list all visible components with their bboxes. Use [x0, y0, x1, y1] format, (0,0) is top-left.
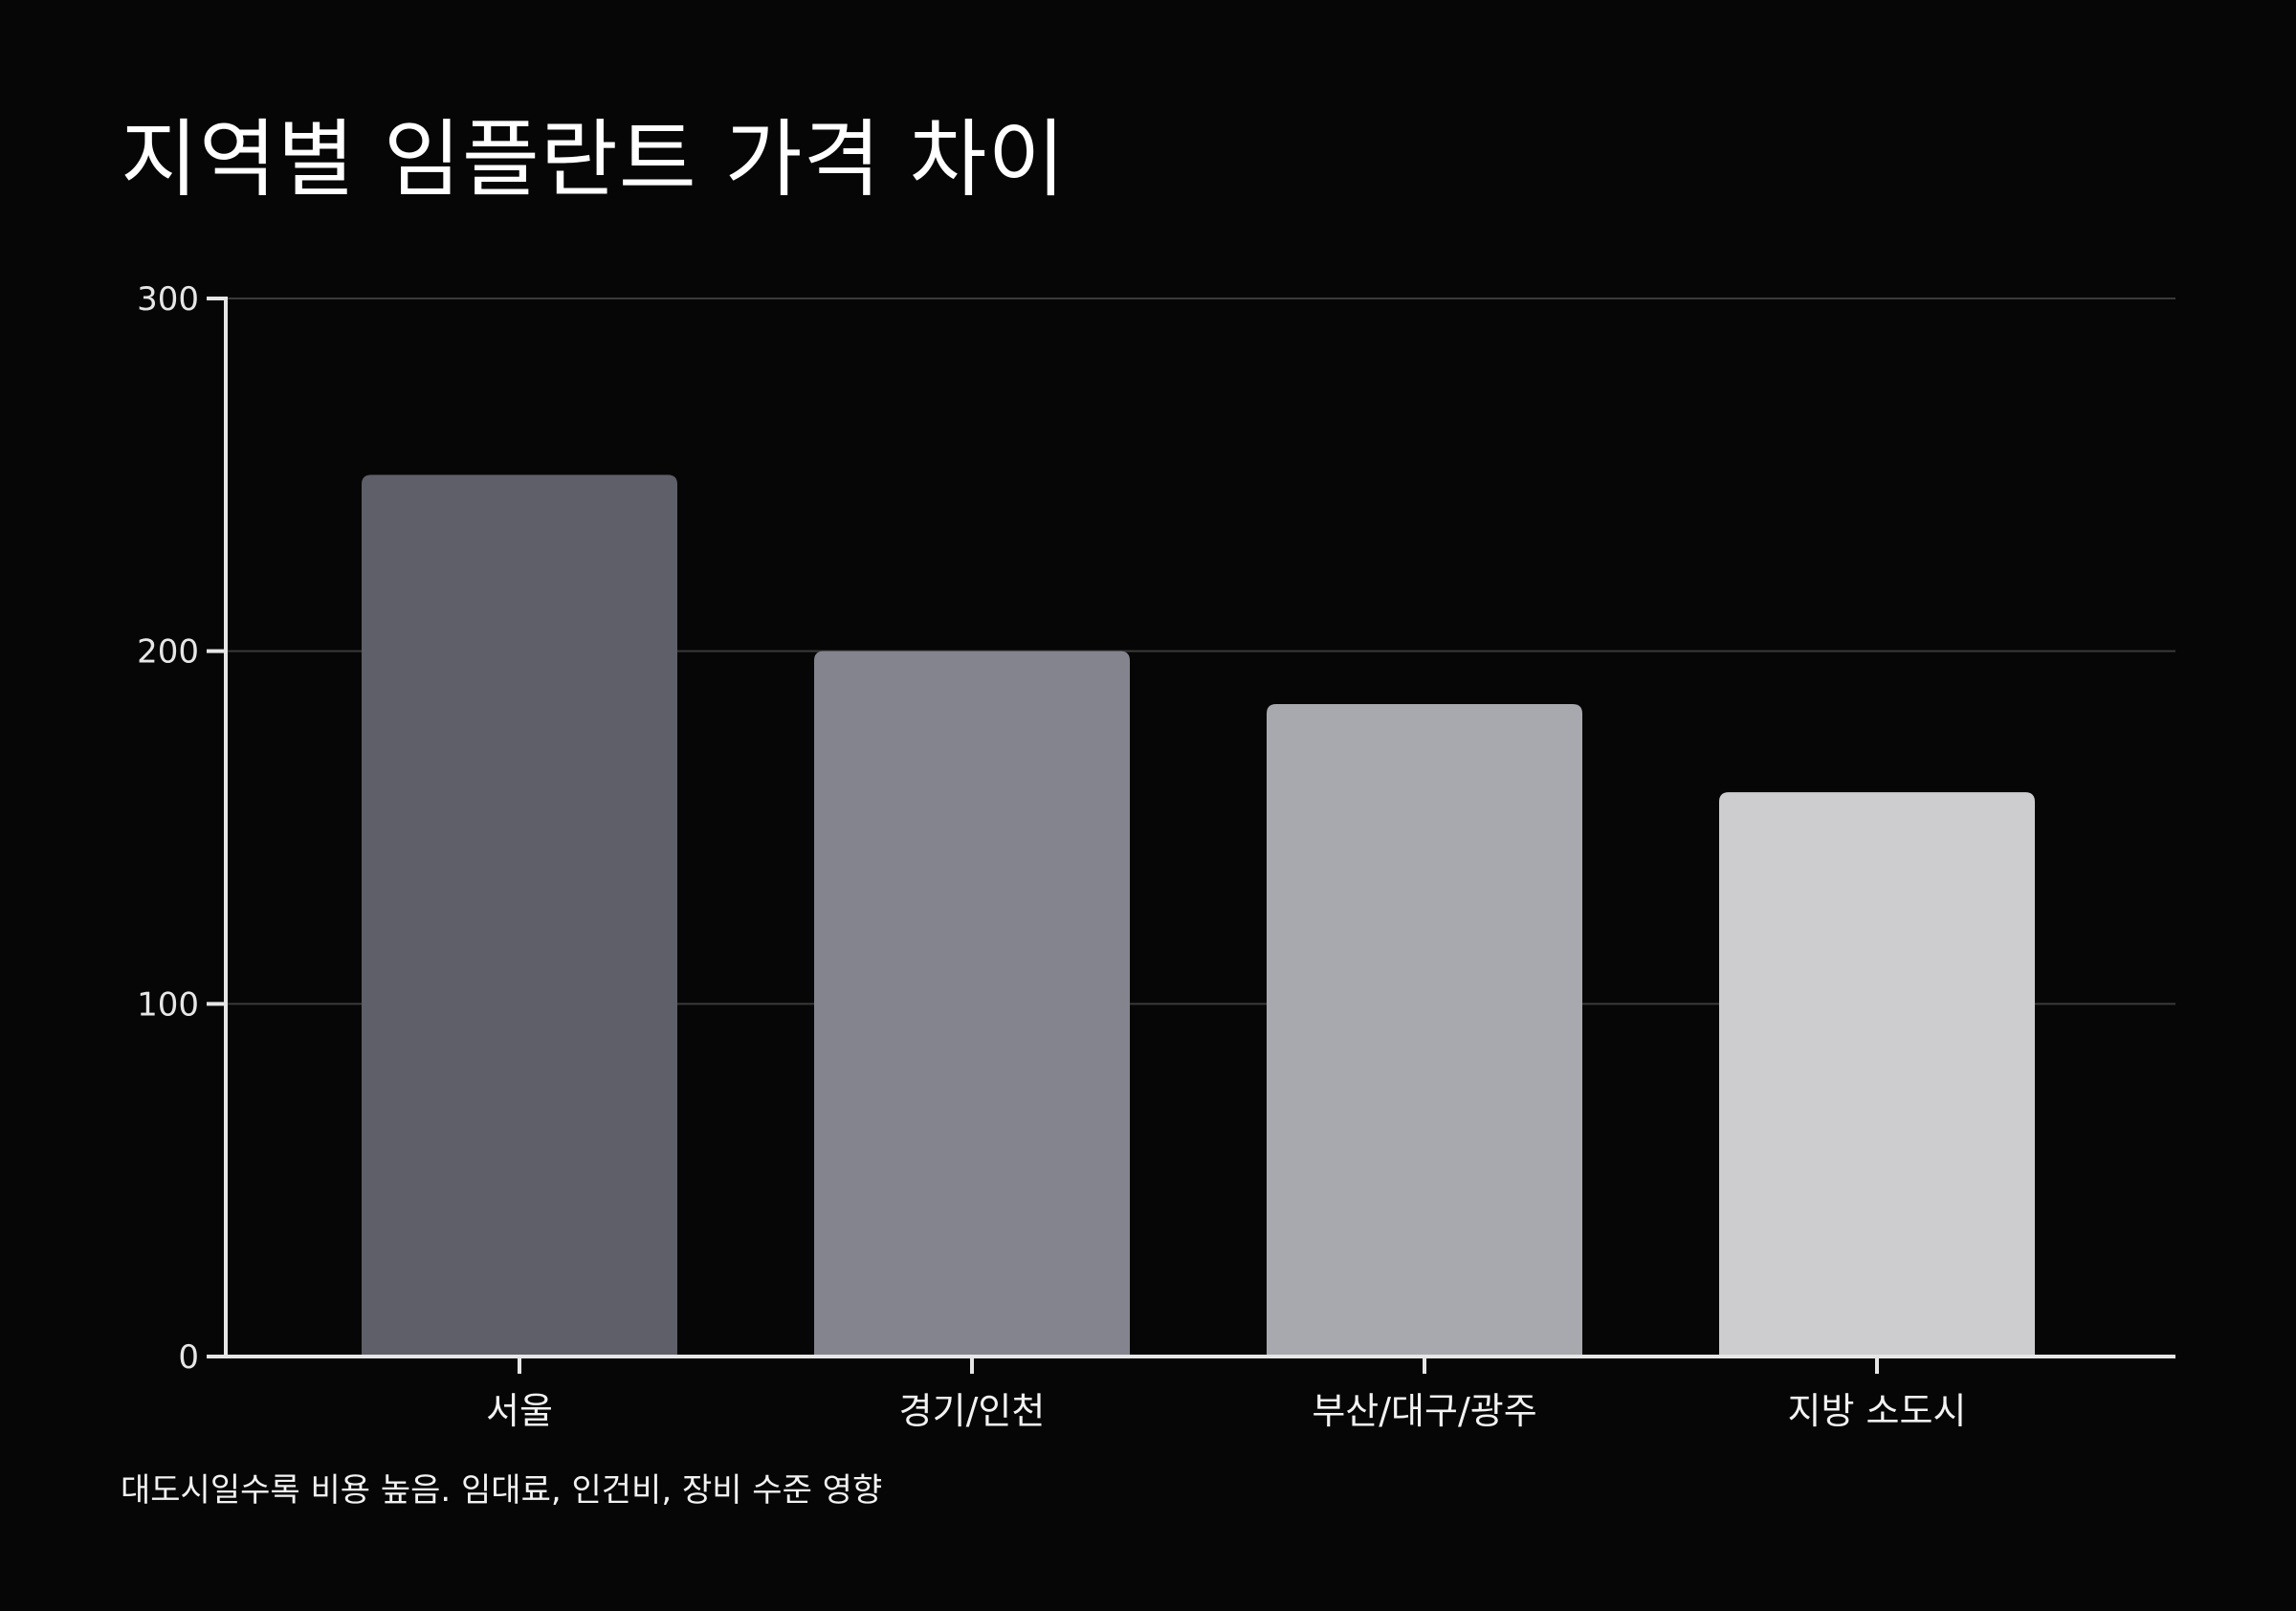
tick-labels: 0 100 200 300 서울 경기/인천 부산/대구/광주 지방 소도시 — [137, 280, 1966, 1432]
bar-2 — [814, 651, 1130, 1357]
axes — [207, 297, 2175, 1374]
y-tick-label: 0 — [178, 1338, 199, 1377]
x-tick-label: 부산/대구/광주 — [1312, 1390, 1536, 1432]
y-tick-label: 200 — [137, 633, 199, 672]
x-tick-label: 경기/인천 — [899, 1390, 1046, 1432]
bar-3 — [1267, 703, 1582, 1357]
bar-1 — [362, 474, 677, 1357]
chart-footnote: 대도시일수록 비용 높음. 임대료, 인건비, 장비 수준 영향 — [121, 1471, 883, 1510]
x-tick-label: 지방 소도시 — [1788, 1390, 1967, 1432]
bar-4 — [1719, 792, 2035, 1357]
x-tick-label: 서울 — [486, 1390, 553, 1432]
bars — [362, 474, 2035, 1357]
y-tick-label: 300 — [137, 280, 199, 319]
y-tick-label: 100 — [137, 985, 199, 1024]
chart-title: 지역별 임플란트 가격 차이 — [121, 110, 1067, 209]
